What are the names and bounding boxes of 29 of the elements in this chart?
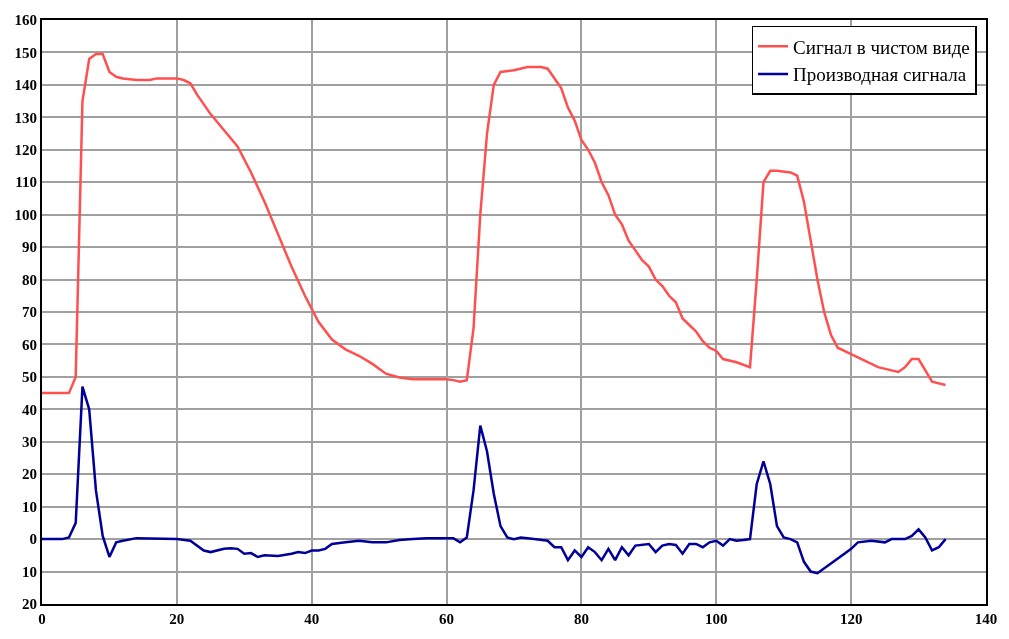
y-tick-label: 140 — [14, 77, 37, 94]
x-tick-label: 120 — [839, 611, 863, 627]
legend-label: Производная сигнала — [793, 64, 967, 86]
y-tick-label: 20 — [22, 596, 37, 613]
x-tick-label: 40 — [304, 611, 320, 627]
y-tick-label: 130 — [14, 109, 37, 126]
y-tick-label: 150 — [14, 44, 37, 61]
y-tick-label: 10 — [22, 498, 37, 515]
y-tick-label: 160 — [14, 12, 37, 29]
y-tick-label: 60 — [22, 336, 37, 353]
y-tick-label: 50 — [22, 369, 37, 386]
y-tick-label: 20 — [22, 466, 37, 483]
x-tick-label: 80 — [573, 611, 589, 627]
y-tick-label: 120 — [14, 142, 37, 159]
legend-label: Сигнал в чистом виде — [793, 36, 970, 58]
x-tick-label: 20 — [169, 611, 185, 627]
y-tick-label: 100 — [14, 206, 37, 223]
y-tick-label: 10 — [22, 563, 37, 580]
y-tick-label: 30 — [22, 434, 37, 451]
x-tick-label: 100 — [705, 611, 728, 627]
x-tick-label: 140 — [974, 611, 998, 627]
y-tick-label: 90 — [22, 239, 37, 256]
y-tick-label: 70 — [22, 304, 37, 321]
x-tick-label: 60 — [439, 611, 455, 627]
y-tick-label: 0 — [29, 531, 37, 548]
y-tick-label: 110 — [15, 174, 37, 191]
y-tick-label: 40 — [22, 401, 37, 418]
line-series — [42, 385, 947, 575]
y-tick-label: 80 — [22, 271, 37, 288]
